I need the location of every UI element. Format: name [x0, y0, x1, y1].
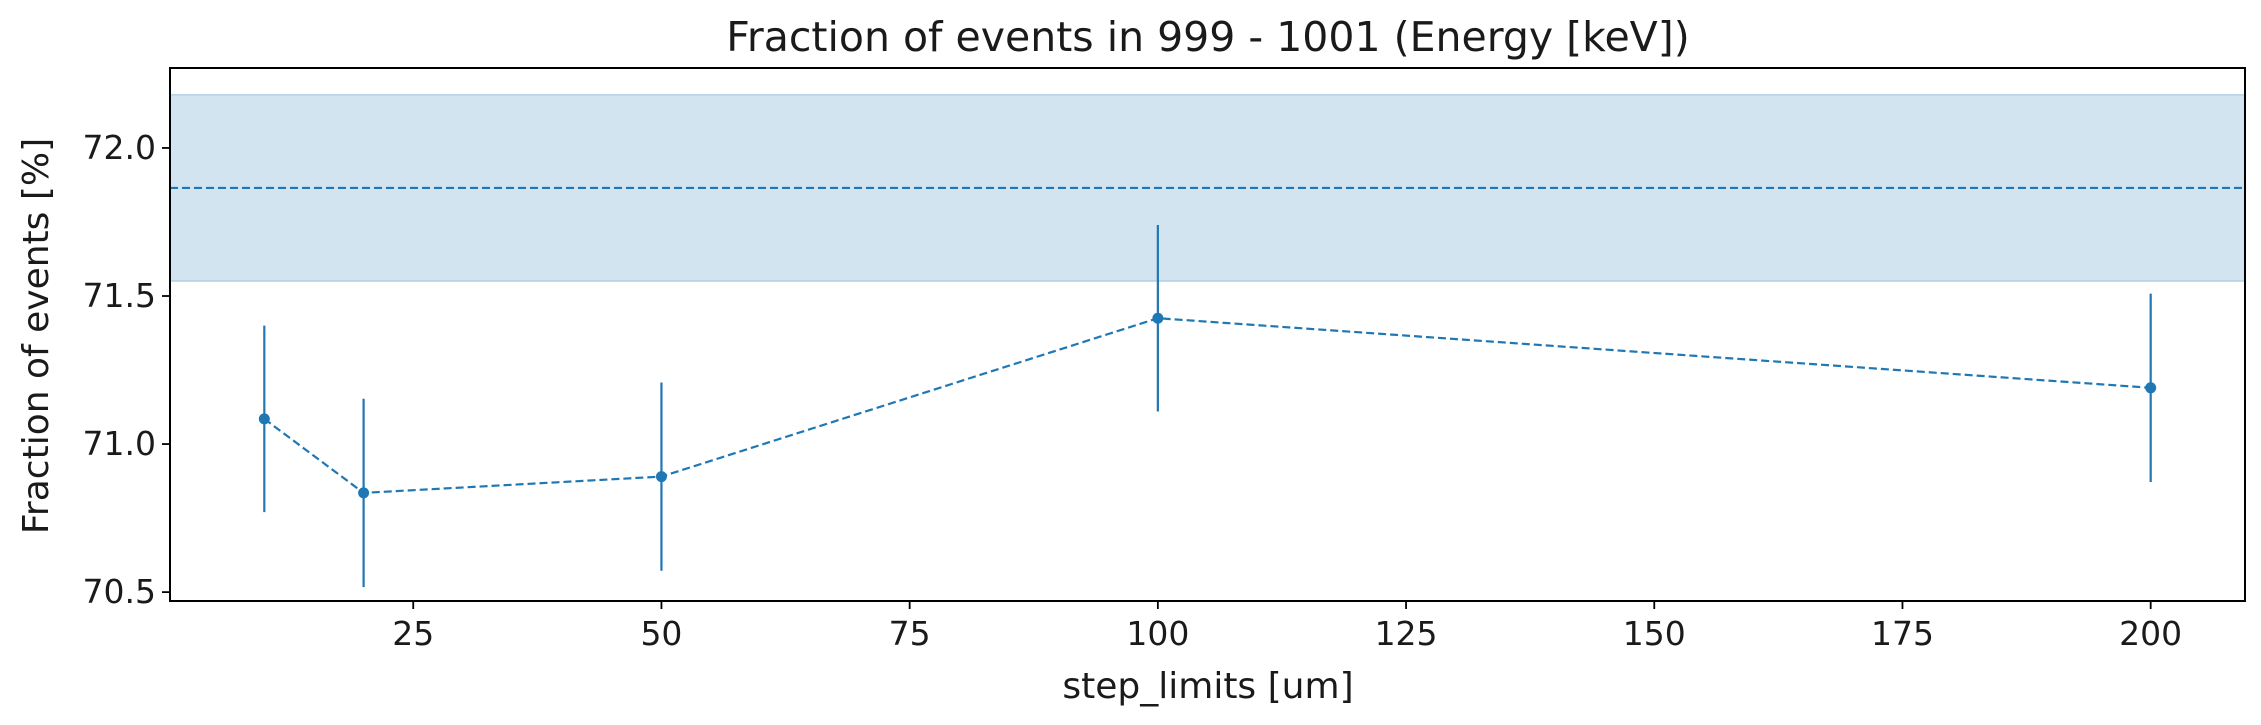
- chart-title: Fraction of events in 999 - 1001 (Energy…: [726, 13, 1689, 61]
- x-tick-label: 100: [1126, 614, 1189, 653]
- data-point: [1152, 312, 1164, 324]
- x-tick-label: 150: [1623, 614, 1686, 653]
- y-tick-label: 70.5: [83, 572, 156, 611]
- x-tick-label: 125: [1375, 614, 1438, 653]
- data-point: [258, 413, 270, 425]
- x-tick-label: 200: [2119, 614, 2182, 653]
- x-axis: 25 50 75 100 125 150 175 200: [392, 601, 2182, 653]
- y-tick-label: 71.0: [83, 424, 156, 463]
- y-axis-label: Fraction of events [%]: [16, 138, 57, 534]
- plot-area-frame: [169, 67, 2246, 602]
- y-axis: 70.5 71.0 71.5 72.0: [83, 128, 170, 611]
- y-tick-label: 72.0: [83, 128, 156, 167]
- x-tick-label: 25: [392, 614, 434, 653]
- data-point: [655, 471, 667, 483]
- series-layer: [258, 224, 2157, 588]
- x-tick-label: 75: [889, 614, 931, 653]
- y-tick-label: 71.5: [83, 276, 156, 315]
- data-point: [358, 487, 370, 499]
- x-tick-label: 175: [1871, 614, 1934, 653]
- x-tick-label: 50: [640, 614, 682, 653]
- x-axis-label: step_limits [um]: [1062, 666, 1353, 707]
- data-point: [2145, 382, 2157, 394]
